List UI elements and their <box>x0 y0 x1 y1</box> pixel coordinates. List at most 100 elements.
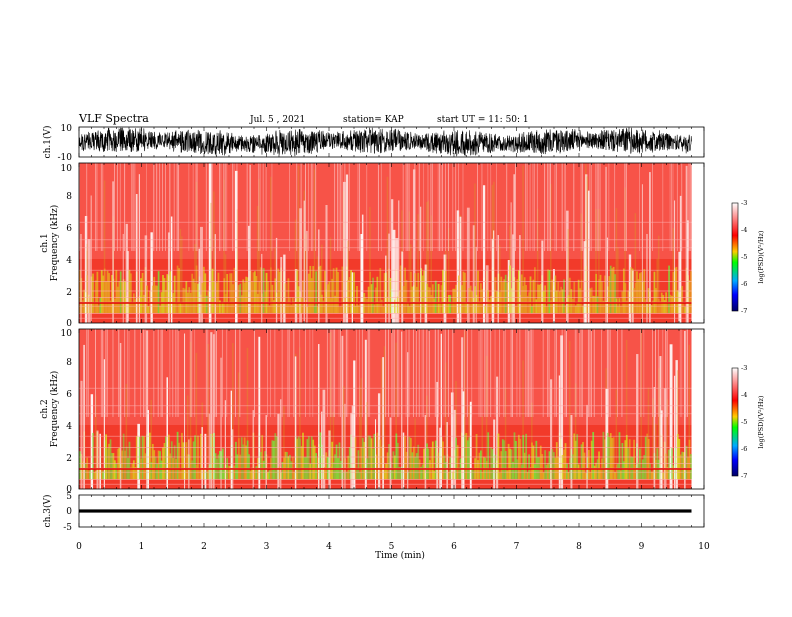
spectrogram-white-band <box>660 410 663 489</box>
spectrogram-speckle <box>408 329 410 417</box>
spectrogram-lowfreq-cell <box>477 460 479 480</box>
spectrogram-lowfreq-cell <box>468 288 471 314</box>
spectrogram-lowfreq-cell <box>599 274 602 314</box>
spectrogram-lowfreq-cell <box>690 454 692 480</box>
station-label: station= KAP <box>343 115 404 125</box>
spectrogram-speckle <box>189 329 191 417</box>
spectrogram-lowfreq-cell <box>380 446 383 480</box>
spectrogram-lowfreq-cell <box>95 280 97 314</box>
spectrogram-white-band <box>462 391 465 489</box>
spectrogram-lowfreq-cell <box>485 460 488 480</box>
spectrogram-lowfreq-cell <box>480 283 482 314</box>
spectrogram-lowfreq-cell <box>361 437 364 480</box>
spectrogram-speckle <box>624 163 626 251</box>
spectrogram-lowfreq-cell <box>245 276 248 314</box>
spectrogram-lowfreq-cell <box>410 271 412 314</box>
spectrogram-lowfreq-cell <box>497 433 500 480</box>
spectrogram-white-band <box>684 330 686 489</box>
spectrogram-lowfreq-cell <box>140 278 143 314</box>
spectrogram-white-band <box>420 206 422 323</box>
spectrogram-lowfreq-cell <box>398 466 401 480</box>
spectrogram-white-band <box>344 403 346 489</box>
spectrogram-speckle <box>430 163 432 251</box>
spectrogram-speckle <box>341 163 343 251</box>
spectrogram-white-band <box>583 241 587 323</box>
spectrogram-lowfreq-cell <box>574 305 577 314</box>
spectrogram-white-band <box>605 388 609 489</box>
ch1-ytick-8: 8 <box>66 192 72 202</box>
spectrogram-speckle <box>131 163 133 251</box>
spectrogram-streak <box>491 184 494 268</box>
spectrogram-streak <box>447 227 450 296</box>
spectrogram-speckle <box>224 163 226 251</box>
spectrogram-lowfreq-cell <box>255 466 258 480</box>
spectrogram-lowfreq-cell <box>254 271 256 314</box>
spectrogram-speckle <box>309 329 311 417</box>
spectrogram-lowfreq-cell <box>429 460 431 480</box>
spectrogram-lowfreq-cell <box>466 440 469 480</box>
spectrogram-lowfreq-cell <box>119 271 122 314</box>
spectrogram-white-band <box>385 255 387 323</box>
spectrogram-speckle <box>490 329 492 417</box>
spectrogram-speckle <box>590 163 592 251</box>
spectrogram-streak <box>103 180 106 269</box>
spectrogram-lowfreq-cell <box>426 443 428 480</box>
spectrogram-streak <box>657 235 660 299</box>
spectrogram-lowfreq-cell <box>315 453 318 480</box>
spectrogram-white-band <box>685 165 688 323</box>
spectrogram-lowfreq-cell <box>79 451 81 480</box>
spectrogram-speckle <box>102 163 104 251</box>
spectrogram-speckle <box>205 329 207 417</box>
ch1-waveform-ylabel: ch.1(V) <box>42 126 53 159</box>
spectrogram-speckle <box>447 329 449 417</box>
spectrogram-lowfreq-cell <box>620 470 622 480</box>
spectrogram-white-band <box>137 423 140 489</box>
spectrogram-speckle <box>394 329 395 417</box>
spectrogram-white-band <box>341 335 344 489</box>
spectrogram-speckle <box>529 163 531 251</box>
spectrogram-lowfreq-cell <box>249 470 252 480</box>
spectrogram-lowfreq-cell <box>564 305 567 314</box>
spectrogram-speckle <box>580 329 582 417</box>
spectrogram-speckle <box>423 163 425 251</box>
spectrogram-speckle <box>281 329 283 417</box>
spectrogram-lowfreq-cell <box>141 272 144 314</box>
spectrogram-speckle <box>112 329 114 417</box>
spectrogram-lowfreq-cell <box>402 286 405 314</box>
spectrogram-speckle <box>688 163 690 251</box>
spectrogram-white-band <box>280 399 282 489</box>
spectrogram-speckle <box>596 163 598 251</box>
spectrogram-speckle <box>347 329 349 417</box>
spectrogram-streak <box>567 228 569 296</box>
spectrogram-lowfreq-cell <box>532 445 535 480</box>
spectrogram-speckle <box>595 163 597 251</box>
spectrogram-lowfreq-cell <box>396 442 399 480</box>
spectrogram-white-band <box>570 414 573 489</box>
spectrogram-lowfreq-cell <box>414 273 417 314</box>
spectrogram-lowfreq-cell <box>472 470 475 480</box>
spectrogram-lowfreq-cell <box>461 285 463 314</box>
spectrogram-lowfreq-cell <box>545 306 548 314</box>
spectrogram-lowfreq-cell <box>202 266 205 314</box>
spectrogram-lowfreq-cell <box>576 302 579 314</box>
spectrogram-white-band <box>299 208 302 323</box>
spectrogram-lowfreq-cell <box>153 450 156 480</box>
spectrogram-speckle <box>160 329 162 417</box>
spectrogram-speckle <box>388 329 390 417</box>
spectrogram-white-band <box>653 387 656 489</box>
spectrogram-lowfreq-cell <box>433 470 436 480</box>
spectrogram-lowfreq-cell <box>221 301 224 314</box>
spectrogram-lowfreq-cell <box>201 282 204 314</box>
spectrogram-lowfreq-cell <box>630 267 633 314</box>
spectrogram-lowfreq-cell <box>663 300 666 314</box>
spectrogram-lowfreq-cell <box>646 433 649 480</box>
spectrogram-speckle <box>440 163 442 251</box>
spectrogram-lowfreq-cell <box>464 272 466 314</box>
spectrogram-speckle <box>366 163 368 251</box>
spectrogram-lowfreq-cell <box>240 295 243 314</box>
spectrogram-lowfreq-cell <box>278 271 281 314</box>
spectrogram-lowfreq-cell <box>535 440 538 480</box>
spectrogram-streak <box>625 339 628 435</box>
spectrogram-lowfreq-cell <box>598 279 600 314</box>
spectrogram-lowfreq-cell <box>370 438 373 480</box>
